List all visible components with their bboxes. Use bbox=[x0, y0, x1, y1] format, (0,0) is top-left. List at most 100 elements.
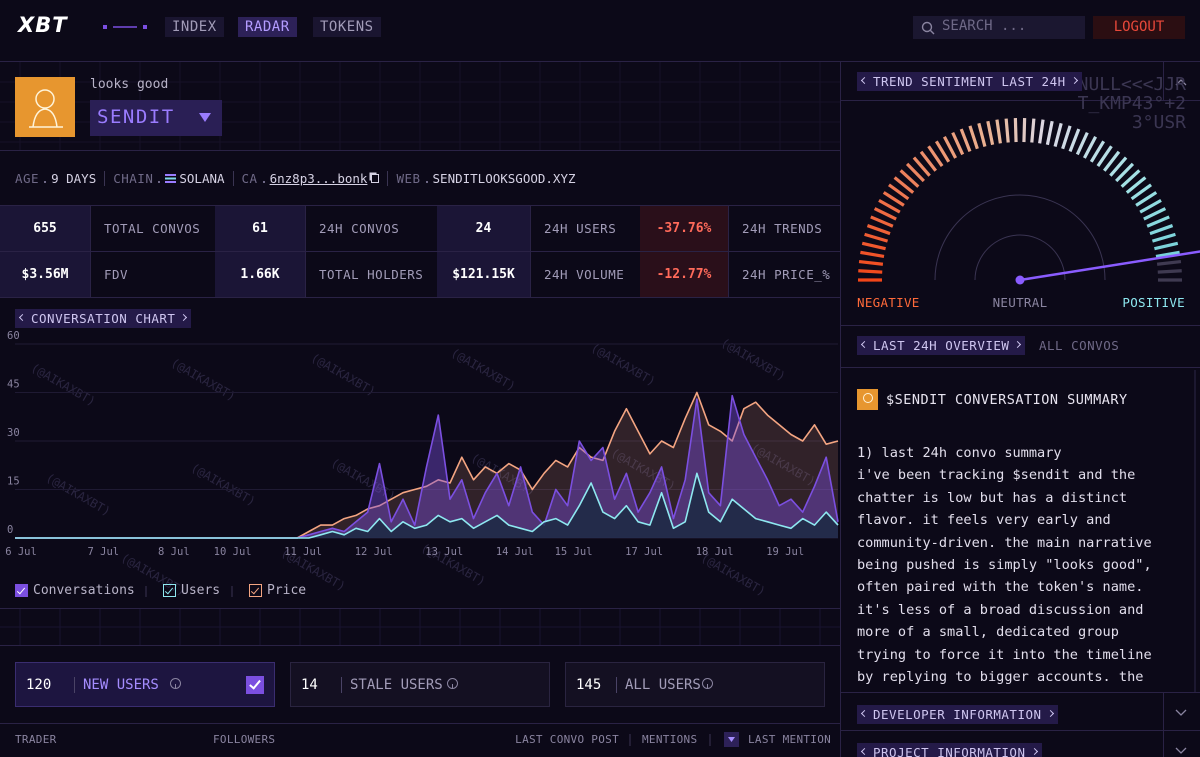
summary-line: by replying to bigger accounts. the bbox=[857, 669, 1144, 685]
section-header[interactable]: DEVELOPER INFORMATION bbox=[857, 705, 1058, 724]
x-tick-label: 17 Jul bbox=[625, 546, 663, 558]
token-name-box[interactable]: SENDIT bbox=[90, 100, 222, 136]
info-value: 9 DAYS bbox=[51, 171, 97, 186]
avatar-bg bbox=[15, 77, 75, 137]
sort-caret bbox=[728, 737, 735, 742]
table-header[interactable]: MENTIONS bbox=[642, 733, 698, 746]
info-value[interactable]: SENDITLOOKSGOOD.XYZ bbox=[432, 171, 576, 186]
user-tab[interactable]: 120 NEW USERS bbox=[15, 662, 275, 707]
summary-line: community-driven. the main narrative bbox=[857, 534, 1152, 551]
search-icon-ring bbox=[921, 21, 933, 33]
gauge-tick bbox=[934, 140, 951, 163]
legend-swatch[interactable] bbox=[163, 584, 176, 597]
table-header[interactable]: TRADER bbox=[15, 733, 57, 746]
solana-icon bbox=[165, 174, 177, 183]
decor-text: 3°USR bbox=[1131, 112, 1186, 133]
gauge-tick bbox=[1135, 191, 1158, 207]
scroll-track bbox=[1194, 370, 1196, 692]
gauge-tick bbox=[968, 125, 979, 150]
table-header[interactable]: LAST MENTION bbox=[748, 733, 832, 746]
dropdown-caret bbox=[199, 113, 211, 122]
gauge-arc bbox=[934, 194, 1106, 281]
nav-item[interactable]: TOKENS bbox=[313, 17, 381, 37]
decor-text: T_KMP43°+2 bbox=[1077, 93, 1186, 114]
info-dot bbox=[158, 180, 161, 183]
summary-line: being pushed is simply "looks good", bbox=[857, 557, 1152, 573]
summary-line: more of a small, dedicated group bbox=[857, 624, 1119, 641]
nav-item[interactable]: RADAR bbox=[238, 17, 297, 37]
stat-label: TOTAL HOLDERS bbox=[319, 267, 424, 282]
legend-swatch[interactable] bbox=[15, 584, 28, 597]
gauge-tick bbox=[1082, 135, 1098, 159]
chart-title: CONVERSATION CHART bbox=[15, 309, 192, 328]
gauge-tick bbox=[1157, 269, 1182, 274]
stat-label: 24H CONVOS bbox=[319, 221, 400, 236]
info-item: WEB SENDITLOOKSGOOD.XYZ bbox=[387, 171, 576, 186]
info-label: CHAIN bbox=[113, 171, 154, 186]
info-value: SOLANA bbox=[179, 171, 225, 186]
y-tick-label: 0 bbox=[7, 524, 13, 536]
legend-swatch[interactable] bbox=[249, 584, 262, 597]
gauge-tick bbox=[927, 145, 944, 167]
table-header[interactable]: LAST CONVO POST bbox=[515, 733, 619, 746]
gauge-tick bbox=[1045, 120, 1054, 146]
stat-value: $121.15K bbox=[437, 252, 530, 297]
gauge-tick bbox=[1120, 169, 1141, 188]
x-tick-label: 8 Jul bbox=[158, 546, 190, 558]
user-label: ALL USERS bbox=[616, 677, 701, 693]
x-tick-label: 12 Jul bbox=[355, 546, 393, 558]
legend-check bbox=[164, 585, 174, 594]
sentiment-title: TREND SENTIMENT LAST 24H bbox=[857, 72, 1082, 91]
logo: XBT bbox=[18, 13, 68, 37]
x-tick-label: 7 Jul bbox=[87, 546, 119, 558]
summary-line: often paired with the token's name. bbox=[857, 579, 1144, 596]
sentiment-label: NEUTRAL bbox=[992, 295, 1048, 310]
copy-icon[interactable] bbox=[371, 174, 380, 183]
x-tick-label: 15 Jul bbox=[555, 546, 593, 558]
expand-chevron bbox=[1175, 747, 1187, 754]
user-tab[interactable]: 14 STALE USERS bbox=[290, 662, 550, 707]
section-header[interactable]: PROJECT INFORMATION bbox=[857, 743, 1042, 757]
gauge-tick bbox=[1004, 118, 1010, 143]
logout-button[interactable]: LOGOUT bbox=[1093, 16, 1185, 39]
x-tick-label: 13 Jul bbox=[425, 546, 463, 558]
x-tick-label: 19 Jul bbox=[766, 546, 804, 558]
table-header[interactable]: FOLLOWERS bbox=[213, 733, 276, 746]
area-shade bbox=[15, 395, 838, 538]
overview-tab[interactable]: LAST 24H OVERVIEW bbox=[857, 336, 1026, 355]
overview-tab[interactable]: ALL CONVOS bbox=[1039, 338, 1120, 353]
avatar-head bbox=[35, 89, 55, 109]
legend-check bbox=[250, 585, 260, 594]
gauge-tick bbox=[1109, 156, 1128, 177]
x-tick-label: 6 Jul bbox=[5, 546, 37, 558]
summary-line: 1) last 24h convo summary bbox=[857, 445, 1062, 461]
nav-item[interactable]: INDEX bbox=[165, 17, 224, 37]
sentiment-label: POSITIVE bbox=[1122, 295, 1185, 310]
token-avatar bbox=[15, 77, 75, 137]
user-tab[interactable]: 145 ALL USERS bbox=[565, 662, 825, 707]
token-name: SENDIT bbox=[97, 106, 175, 128]
summary-line: trying to force it into the timeline bbox=[857, 646, 1152, 663]
info-label: AGE bbox=[15, 171, 40, 186]
gauge-tick bbox=[959, 128, 972, 152]
gauge-tick bbox=[919, 150, 937, 172]
gauge-tick bbox=[1115, 162, 1135, 183]
watermark: (@AIKAXBT) bbox=[309, 350, 379, 398]
watermark: (@AIKAXBT) bbox=[589, 340, 659, 388]
gauge-tick bbox=[860, 250, 885, 259]
info-icon bbox=[447, 678, 458, 689]
gauge-tick bbox=[1143, 207, 1167, 221]
nav-decor bbox=[103, 25, 107, 29]
watermark: (@AIKAXBT) bbox=[449, 345, 519, 393]
info-value[interactable]: 6nz8p3...bonk bbox=[269, 171, 368, 186]
watermark: (@AIKAXBT) bbox=[329, 455, 399, 503]
tab-check bbox=[249, 677, 261, 690]
gauge-tick bbox=[878, 198, 901, 214]
gauge-tick bbox=[1146, 215, 1170, 228]
search-box[interactable]: SEARCH ... bbox=[913, 16, 1085, 39]
gauge-tick bbox=[1038, 119, 1045, 144]
gauge-tick bbox=[887, 183, 910, 201]
search-icon bbox=[921, 21, 935, 35]
gauge-tick bbox=[1149, 224, 1174, 236]
